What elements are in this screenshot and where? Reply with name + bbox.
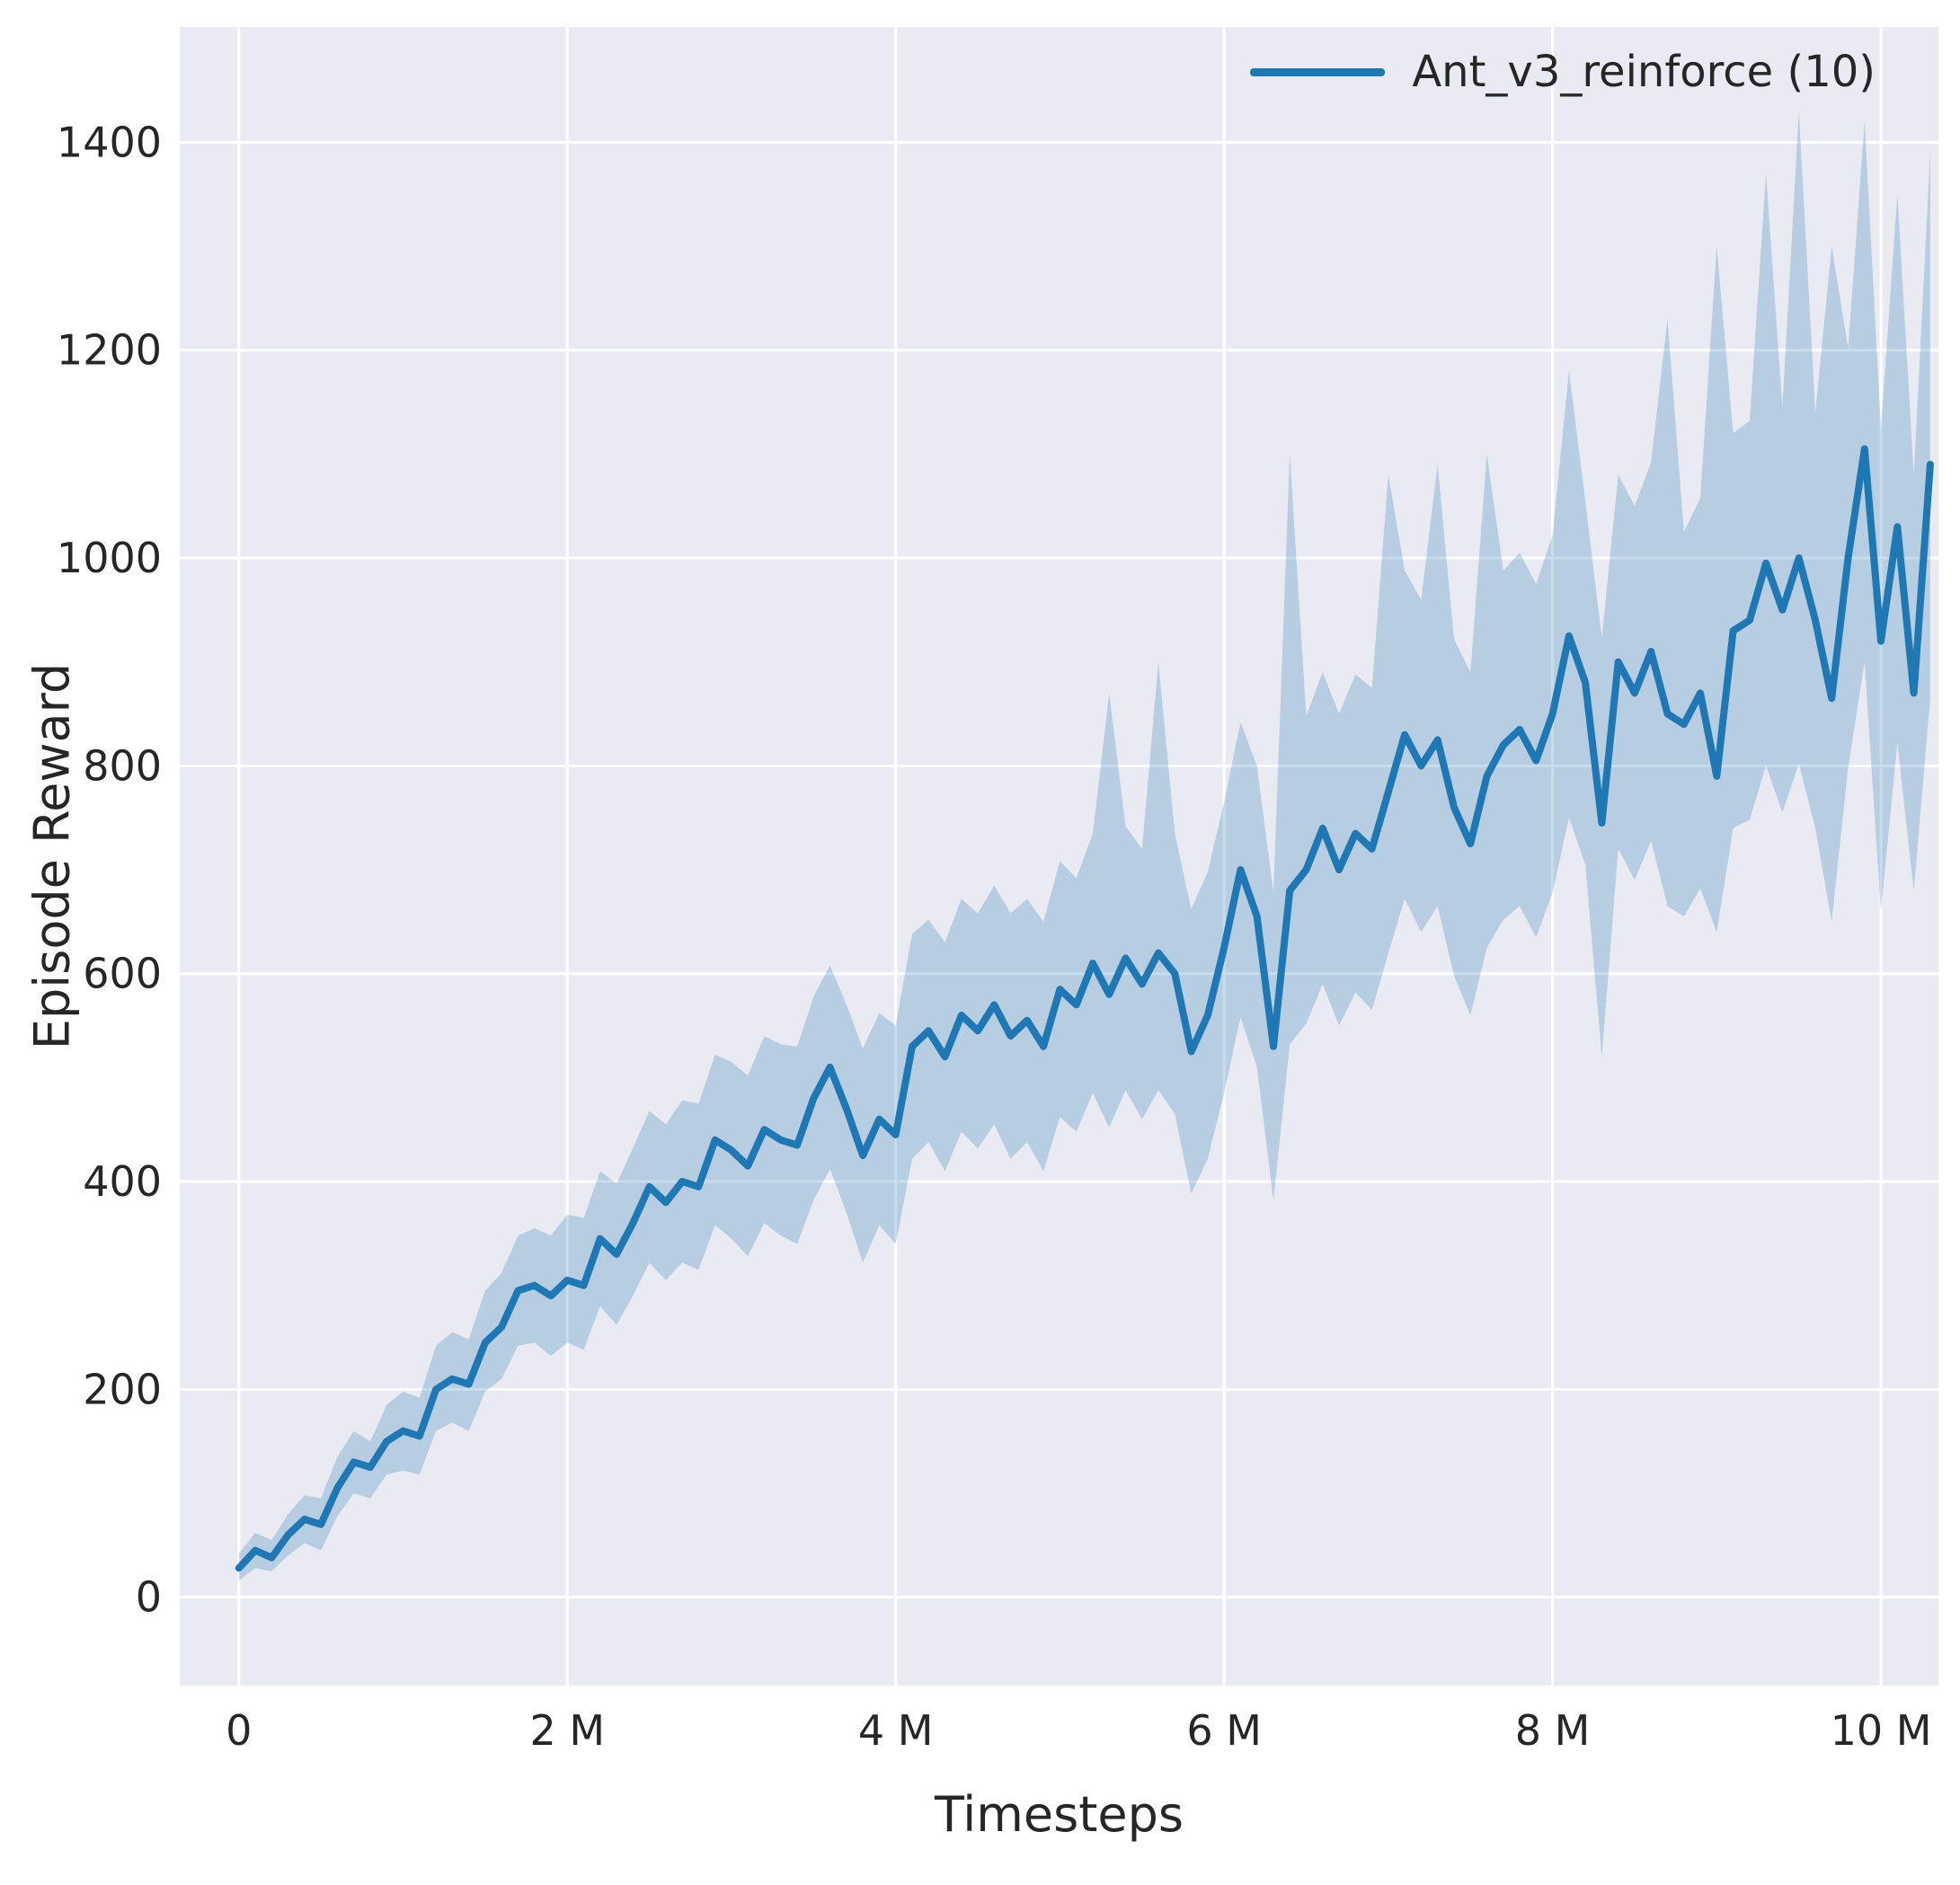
gridlines — [180, 27, 1938, 1686]
x-tick-label: 10 M — [1831, 1706, 1932, 1755]
plot-area — [180, 27, 1938, 1686]
confidence-band — [238, 111, 1930, 1581]
legend-label: Ant_v3_reinforce (10) — [1412, 47, 1876, 97]
y-tick-label: 800 — [83, 741, 162, 790]
tick-labels: 0 2 M 4 M 6 M 8 M 10 M 0 200 400 600 800 1000 1200 14… — [57, 118, 1932, 1755]
x-tick-label: 4 M — [858, 1706, 934, 1755]
y-tick-label: 600 — [83, 950, 162, 998]
x-axis-label: Timesteps — [934, 1786, 1184, 1843]
y-tick-label: 1000 — [57, 534, 162, 582]
y-tick-label: 400 — [83, 1157, 162, 1206]
y-tick-label: 1200 — [57, 326, 162, 375]
x-tick-label: 8 M — [1515, 1706, 1591, 1755]
y-tick-label: 0 — [136, 1573, 162, 1622]
mean-reward-line — [235, 445, 1934, 1572]
x-tick-label: 6 M — [1186, 1706, 1262, 1755]
y-axis-label: Episode Reward — [23, 662, 81, 1050]
y-tick-label: 1400 — [57, 118, 162, 166]
x-tick-label: 0 — [226, 1706, 252, 1755]
legend: Ant_v3_reinforce (10) — [1250, 47, 1876, 97]
x-tick-label: 2 M — [529, 1706, 605, 1755]
y-tick-label: 200 — [83, 1365, 162, 1413]
legend-line-swatch — [1250, 67, 1386, 76]
